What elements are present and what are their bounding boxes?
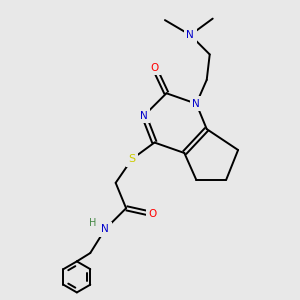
Text: O: O (150, 63, 159, 73)
Text: O: O (149, 209, 157, 219)
Text: N: N (192, 99, 200, 109)
Text: H: H (89, 218, 96, 228)
Text: S: S (128, 154, 136, 164)
Text: N: N (140, 111, 148, 121)
Text: N: N (101, 224, 109, 234)
Text: N: N (186, 30, 194, 40)
